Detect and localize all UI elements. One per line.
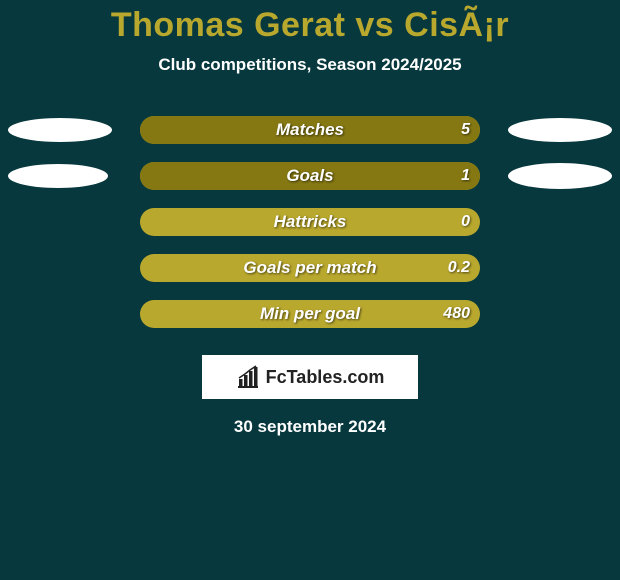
stat-label: Goals per match xyxy=(243,258,376,278)
stat-label: Goals xyxy=(286,166,333,186)
stat-left-marker xyxy=(8,118,112,142)
stat-right-marker xyxy=(508,163,612,189)
logo-text: FcTables.com xyxy=(266,367,385,388)
page-title: Thomas Gerat vs CisÃ¡r xyxy=(0,0,620,45)
source-logo: FcTables.com xyxy=(202,355,418,399)
stat-row: Matches 5 xyxy=(0,107,620,153)
page-root: Thomas Gerat vs CisÃ¡r Club competitions… xyxy=(0,0,620,580)
date-text: 30 september 2024 xyxy=(0,417,620,437)
stats-area: Matches 5 Goals 1 Hattricks 0 Goals per match 0… xyxy=(0,107,620,337)
stat-label: Min per goal xyxy=(260,304,360,324)
stat-bar: Matches 5 xyxy=(140,116,480,144)
stat-value-right: 1 xyxy=(461,167,470,185)
stat-row: Hattricks 0 xyxy=(0,199,620,245)
stat-value-right: 0 xyxy=(461,213,470,231)
stat-row: Min per goal 480 xyxy=(0,291,620,337)
stat-bar: Goals per match 0.2 xyxy=(140,254,480,282)
stat-row: Goals 1 xyxy=(0,153,620,199)
stat-value-right: 0.2 xyxy=(448,259,470,277)
bar-chart-icon xyxy=(236,365,260,389)
page-subtitle: Club competitions, Season 2024/2025 xyxy=(0,55,620,75)
stat-value-right: 480 xyxy=(443,305,470,323)
stat-right-marker xyxy=(508,118,612,142)
stat-left-marker xyxy=(8,164,108,188)
stat-label: Hattricks xyxy=(274,212,347,232)
stat-bar: Hattricks 0 xyxy=(140,208,480,236)
stat-label: Matches xyxy=(276,120,344,140)
stat-row: Goals per match 0.2 xyxy=(0,245,620,291)
stat-bar: Min per goal 480 xyxy=(140,300,480,328)
stat-value-right: 5 xyxy=(461,121,470,139)
stat-bar: Goals 1 xyxy=(140,162,480,190)
